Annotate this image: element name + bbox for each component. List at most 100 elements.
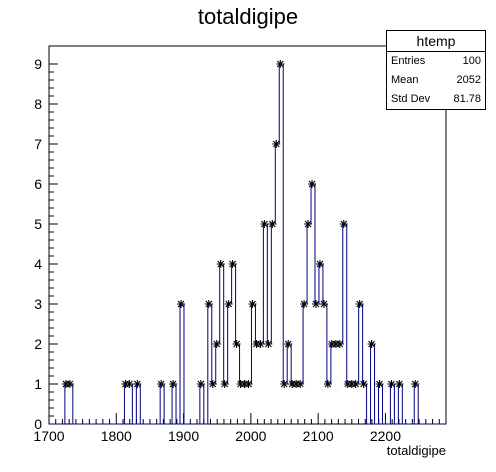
asterisk-mark <box>308 180 317 188</box>
asterisk-mark <box>169 380 178 388</box>
y-tick-label: 8 <box>34 96 42 112</box>
asterisk-mark <box>280 380 289 388</box>
bin-marker <box>300 300 309 308</box>
y-tick-label: 5 <box>34 216 42 232</box>
chart-title: totaldigipe <box>197 4 299 29</box>
asterisk-mark <box>220 380 229 388</box>
bin-marker <box>311 300 320 308</box>
bin-marker <box>248 300 257 308</box>
bin-marker <box>319 300 328 308</box>
bin-marker <box>256 340 265 348</box>
asterisk-mark <box>387 380 396 388</box>
asterisk-mark <box>216 260 225 268</box>
bin-marker <box>204 300 213 308</box>
bin-marker <box>264 340 273 348</box>
asterisk-mark <box>296 380 305 388</box>
bin-marker <box>296 380 305 388</box>
asterisk-mark <box>395 380 404 388</box>
asterisk-mark <box>339 220 348 228</box>
plot-frame <box>48 45 447 425</box>
asterisk-mark <box>212 340 221 348</box>
asterisk-mark <box>260 220 269 228</box>
bin-marker <box>315 260 324 268</box>
asterisk-mark <box>367 340 376 348</box>
bin-marker <box>339 220 348 228</box>
asterisk-mark <box>177 300 186 308</box>
x-tick-label: 2000 <box>235 428 266 444</box>
asterisk-mark <box>224 300 233 308</box>
bin-marker <box>304 220 313 228</box>
asterisk-mark <box>276 60 285 68</box>
x-axis-label: totaldigipe <box>386 443 446 458</box>
y-tick-label: 1 <box>34 376 42 392</box>
asterisk-mark <box>133 380 142 388</box>
bin-marker <box>359 380 368 388</box>
bin-marker <box>260 220 269 228</box>
bin-marker <box>228 260 237 268</box>
bin-marker <box>208 380 217 388</box>
bin-marker <box>133 380 142 388</box>
bin-marker <box>232 340 241 348</box>
asterisk-mark <box>411 380 420 388</box>
y-tick-label: 9 <box>34 56 42 72</box>
y-tick-label: 6 <box>34 176 42 192</box>
asterisk-mark <box>196 380 205 388</box>
y-axis: 0 1 2 3 4 5 6 7 8 9 <box>34 56 58 432</box>
bin-marker <box>220 380 229 388</box>
asterisk-mark <box>315 260 324 268</box>
stats-mean-value: 2052 <box>456 74 481 86</box>
stats-mean-label: Mean <box>391 74 419 86</box>
bin-marker <box>212 340 221 348</box>
asterisk-mark <box>359 380 368 388</box>
x-tick-label: 1700 <box>33 428 64 444</box>
asterisk-mark <box>232 340 241 348</box>
bin-marker <box>157 380 166 388</box>
asterisk-mark <box>304 220 313 228</box>
asterisk-mark <box>248 300 257 308</box>
bin-marker <box>308 180 317 188</box>
asterisk-mark <box>228 260 237 268</box>
bin-marker <box>284 340 293 348</box>
stats-box: htemp Entries 100 Mean 2052 Std Dev 81.7… <box>386 30 486 110</box>
bin-marker <box>196 380 205 388</box>
y-tick-label: 7 <box>34 136 42 152</box>
asterisk-mark <box>311 300 320 308</box>
asterisk-mark <box>244 380 253 388</box>
stats-entries-value: 100 <box>462 55 481 67</box>
asterisk-mark <box>157 380 166 388</box>
asterisk-mark <box>355 300 364 308</box>
bin-marker <box>224 300 233 308</box>
asterisk-mark <box>125 380 134 388</box>
bin-marker <box>395 380 404 388</box>
stats-mean-row: Mean 2052 <box>387 71 485 90</box>
bin-markers <box>61 60 420 388</box>
bin-marker <box>268 220 277 228</box>
stats-stddev-value: 81.78 <box>453 93 481 105</box>
bin-marker <box>335 340 344 348</box>
bin-marker <box>125 380 134 388</box>
stats-entries-label: Entries <box>391 55 426 67</box>
x-tick-label: 2200 <box>370 428 401 444</box>
histogram-outline <box>49 63 446 425</box>
asterisk-mark <box>300 300 309 308</box>
bin-marker <box>323 380 332 388</box>
bin-marker <box>367 340 376 348</box>
asterisk-mark <box>375 380 384 388</box>
asterisk-mark <box>256 340 265 348</box>
asterisk-mark <box>268 220 277 228</box>
bin-marker <box>387 380 396 388</box>
asterisk-mark <box>272 140 281 148</box>
asterisk-mark <box>208 380 217 388</box>
x-axis: 1700 1800 1900 2000 2100 2200 <box>33 413 447 444</box>
y-tick-label: 4 <box>34 256 42 272</box>
y-tick-label: 2 <box>34 336 42 352</box>
x-tick-label: 2100 <box>303 428 334 444</box>
bin-marker <box>272 140 281 148</box>
bin-marker <box>411 380 420 388</box>
bin-marker <box>177 300 186 308</box>
bin-marker <box>169 380 178 388</box>
asterisk-mark <box>264 340 273 348</box>
bin-marker <box>65 380 74 388</box>
asterisk-mark <box>351 380 360 388</box>
